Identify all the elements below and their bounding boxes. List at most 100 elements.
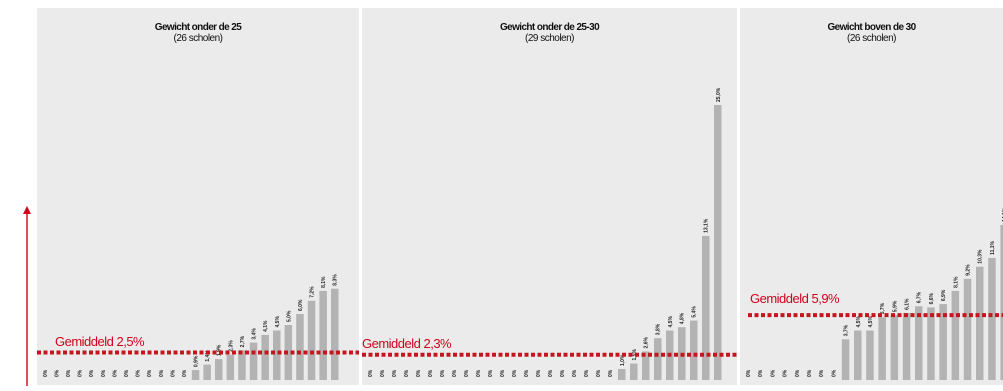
bar <box>878 317 886 380</box>
bar-value-label: 6,9% <box>941 289 947 301</box>
bar <box>927 307 935 380</box>
bar <box>630 363 638 380</box>
chart-panel-above-30: 0%0%0%0%0%0%0%0%0%3,7%4,5%4,5%5,7%5,9%6,… <box>740 8 1003 385</box>
bar-value-label: 6,6% <box>929 292 935 304</box>
bar-value-label: 6,0% <box>298 299 304 311</box>
bar-value-label: 0% <box>476 369 482 377</box>
bar-value-label: 5,0% <box>286 310 292 322</box>
bar <box>284 325 293 380</box>
bar-value-label: 6,1% <box>905 298 911 310</box>
bar-value-label: 0% <box>819 369 825 377</box>
bar <box>915 306 923 380</box>
bar-value-label: 0% <box>746 369 752 377</box>
bar-value-label: 0% <box>404 369 410 377</box>
chart-panel-under-25: 0% 0% 0% 0% 0% 0% 0% 0% 0% 0% 0% 0% 0% 0,9% 1,4% 1,9% 2,… <box>37 8 359 385</box>
bar-value-label: 1,0% <box>620 354 626 366</box>
bar-value-label: 7,2% <box>310 286 316 298</box>
bar-value-label: 2,6% <box>644 336 650 348</box>
bar-value-label: 0% <box>831 369 837 377</box>
bar-value-label: 8,1% <box>953 276 959 288</box>
bar-value-label: 8,3% <box>333 274 339 286</box>
y-axis-arrow-icon <box>22 206 32 391</box>
bar <box>203 364 211 380</box>
bar <box>690 320 698 380</box>
bar-value-label: 0% <box>807 369 813 377</box>
bar-value-label: 1,5% <box>632 349 638 361</box>
bar-value-label: 0% <box>54 369 60 377</box>
bar-value-label: 4,5% <box>275 316 281 328</box>
bar-value-label: 0% <box>428 369 434 377</box>
bar-value-label: 0% <box>101 369 107 377</box>
bar-value-label: 0% <box>136 369 142 377</box>
bar-value-label: 0% <box>159 369 165 377</box>
bar <box>939 304 947 380</box>
bar <box>307 300 316 380</box>
bar-value-label: 0% <box>124 369 130 377</box>
bar <box>854 330 862 380</box>
bar-value-label: 25,0% <box>716 87 722 102</box>
bar-value-label: 4,1% <box>263 320 269 332</box>
bar-value-label: 0% <box>488 369 494 377</box>
bar-value-label: 2,3% <box>228 340 234 352</box>
bar-value-label: 0% <box>584 369 590 377</box>
bar-value-label: 10,3% <box>978 249 984 264</box>
bar-value-label: 0% <box>368 369 374 377</box>
bar-value-label: 0% <box>536 369 542 377</box>
bar-value-label: 0% <box>112 369 118 377</box>
bar-value-label: 0% <box>170 369 176 377</box>
bar <box>249 342 258 380</box>
bar <box>215 359 223 380</box>
bar-value-label: 1,9% <box>217 344 223 356</box>
bar-value-label: 2,7% <box>240 335 246 347</box>
bar-value-label: 0% <box>464 369 470 377</box>
bar-value-label: 0% <box>596 369 602 377</box>
bar-value-label: 9,2% <box>966 264 972 276</box>
bar <box>331 288 339 380</box>
bar <box>642 351 650 380</box>
bar <box>702 235 710 380</box>
bar-value-label: 0% <box>147 369 153 377</box>
chart-panel-25-30: 0% 0% 0% 0% 0% 0% 0% 0% 0% 0% 0% 0% 0% 0% 0% 0% 0% 0% 0% 0%… <box>362 8 737 385</box>
bar-value-label: 3,7% <box>844 324 850 336</box>
bar-value-label: 13,1% <box>704 218 710 233</box>
bar-value-label: 0% <box>572 369 578 377</box>
bar-value-label: 0% <box>524 369 530 377</box>
bar-value-label: 0% <box>78 369 84 377</box>
bar-value-label: 1,4% <box>205 350 211 362</box>
panel-subtitle: (29 scholen) <box>524 33 575 44</box>
bar-chart-above-30: 0%0%0%0%0%0%0%0%0%3,7%4,5%4,5%5,7%5,9%6,… <box>746 207 1003 380</box>
bar-value-label: 4,5% <box>856 316 862 328</box>
bar-value-label: 0% <box>783 369 789 377</box>
bar-value-label: 3,8% <box>656 323 662 335</box>
bar-value-label: 11,1% <box>990 240 996 254</box>
bar-value-label: 0% <box>66 369 72 377</box>
bar-value-label: 0% <box>512 369 518 377</box>
bar-value-label: 5,7% <box>880 302 886 314</box>
bar <box>319 290 327 380</box>
bar-value-label: 0% <box>500 369 506 377</box>
bar-value-label: 0% <box>89 369 95 377</box>
bar-value-label: 0% <box>608 369 614 377</box>
bar-value-label: 4,5% <box>868 316 874 328</box>
bar-value-label: 5,4% <box>692 306 698 318</box>
bar-value-label: 0% <box>440 369 446 377</box>
bar <box>1000 224 1003 380</box>
bar-value-label: 0% <box>758 369 764 377</box>
bar <box>890 315 899 380</box>
bar-value-label: 0,9% <box>194 355 200 367</box>
panel-title: Gewicht boven de 30 <box>827 22 916 33</box>
panel-subtitle: (26 scholen) <box>173 33 223 44</box>
bar-value-label: 4,5% <box>668 316 674 328</box>
bar <box>296 314 304 380</box>
bar-chart-under-25: 0% 0% 0% 0% 0% 0% 0% 0% 0% 0% 0% 0% 0% 0,9% 1,4% 1,9% 2,… <box>37 274 359 380</box>
bar-value-label: 0% <box>416 369 422 377</box>
bar-value-label: 0% <box>380 369 386 377</box>
bar <box>273 330 281 380</box>
bar <box>902 312 911 380</box>
average-label: Gemiddeld 5,9% <box>750 291 840 306</box>
panel-title: Gewicht onder de 25 <box>154 22 242 33</box>
bar <box>963 278 972 380</box>
bar <box>951 290 960 380</box>
bar-value-label: 0% <box>182 369 188 377</box>
bar-value-label: 0% <box>795 369 801 377</box>
